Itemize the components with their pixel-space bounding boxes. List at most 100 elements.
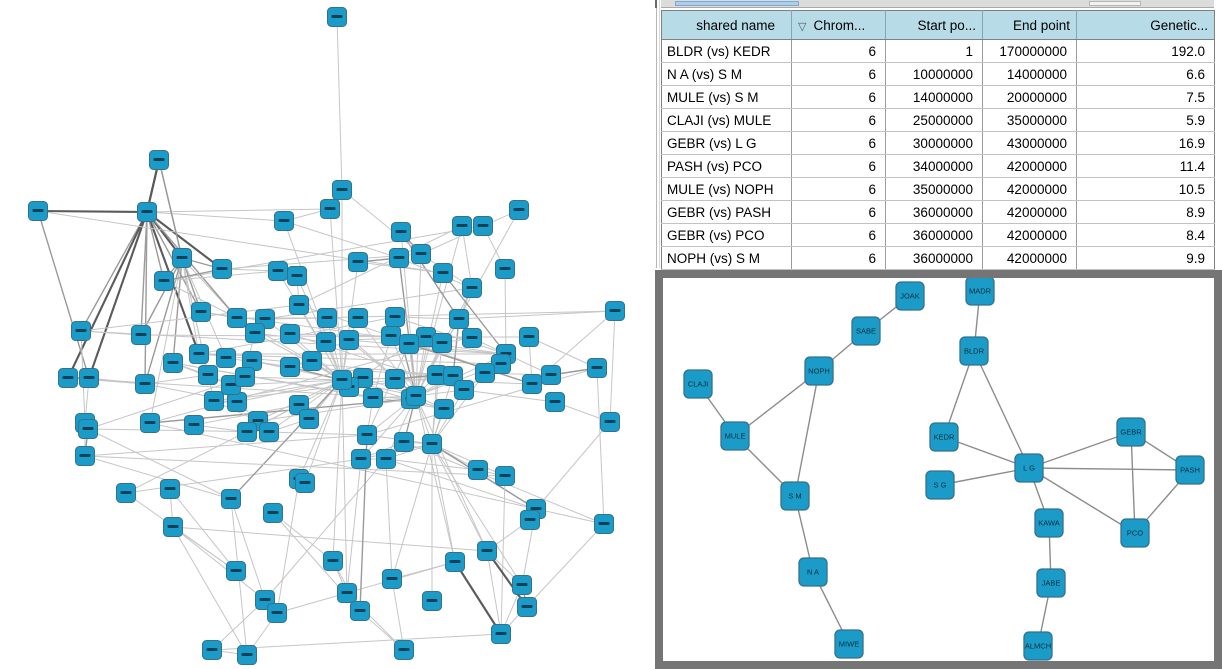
table-row[interactable]: PASH (vs) PCO 6 34000000 42000000 11.4 — [661, 154, 1215, 178]
cell-shared-name: MULE (vs) S M — [661, 85, 792, 109]
network-node-gebr[interactable] — [1116, 417, 1146, 447]
network-node-joak[interactable] — [895, 281, 925, 311]
network-edge — [385, 458, 537, 510]
network-node-lg[interactable] — [1014, 453, 1044, 483]
network-edge — [236, 379, 343, 403]
network-node-madr[interactable] — [965, 278, 995, 306]
network-edge — [272, 512, 334, 562]
network-node-bldr[interactable] — [959, 336, 989, 366]
network-edge — [454, 561, 502, 635]
network-edge — [336, 16, 343, 191]
cell-value: 5.9 — [1076, 108, 1215, 132]
network-node-claji[interactable] — [683, 369, 713, 399]
cell-value: 6 — [791, 177, 886, 201]
node-label: ALMCH — [1025, 642, 1051, 651]
node-label-smudge — [202, 373, 214, 376]
network-edge — [357, 317, 417, 397]
node-label-smudge — [82, 427, 94, 430]
node-label-smudge — [241, 653, 253, 656]
node-label-smudge — [75, 329, 87, 332]
node-label-smudge — [135, 333, 147, 336]
network-edge — [193, 404, 300, 426]
scrollbar-thumb-gray[interactable] — [1089, 1, 1141, 6]
edge-attribute-table-panel: shared name ▽ Chrom... Start po... End point… — [661, 10, 1215, 270]
cell-value: 6.6 — [1076, 62, 1215, 86]
cell-value: 9.9 — [1076, 246, 1215, 270]
node-label-smudge — [306, 359, 318, 362]
node-label-smudge — [167, 525, 179, 528]
network-node-sm[interactable] — [780, 481, 810, 511]
network-edge — [504, 268, 507, 355]
network-node-noph[interactable] — [804, 356, 834, 386]
node-label: MULE — [725, 432, 746, 441]
table-row[interactable]: GEBR (vs) L G 6 30000000 43000000 16.9 — [661, 131, 1215, 155]
table-row[interactable]: N A (vs) S M 6 10000000 14000000 6.6 — [661, 62, 1215, 86]
node-label-smudge — [591, 366, 603, 369]
node-label-smudge — [545, 373, 557, 376]
node-label: GEBR — [1120, 428, 1142, 437]
table-row[interactable]: GEBR (vs) PCO 6 36000000 42000000 8.4 — [661, 223, 1215, 247]
node-label-smudge — [598, 522, 610, 525]
node-label-smudge — [249, 331, 261, 334]
node-label-smudge — [225, 497, 237, 500]
network-node-kawa[interactable] — [1034, 508, 1064, 538]
node-label-smudge — [259, 598, 271, 601]
table-row[interactable]: NOPH (vs) S M 6 36000000 42000000 9.9 — [661, 246, 1215, 270]
network-edge — [1028, 467, 1191, 471]
node-label-smudge — [477, 224, 489, 227]
node-label-smudge — [239, 375, 251, 378]
scrollbar-thumb-blue[interactable] — [675, 1, 799, 6]
network-edge — [264, 317, 328, 320]
cell-shared-name: NOPH (vs) S M — [661, 246, 792, 270]
table-row[interactable]: GEBR (vs) PASH 6 36000000 42000000 8.9 — [661, 200, 1215, 224]
scrollbar-corner-tick — [655, 0, 657, 8]
network-edge — [341, 189, 422, 255]
network-edge — [149, 257, 183, 424]
network-edge — [146, 211, 223, 270]
network-edge — [394, 316, 460, 320]
network-edge — [276, 478, 300, 614]
node-label: MIWE — [839, 640, 859, 649]
column-header-genetic[interactable]: Genetic... — [1076, 10, 1215, 40]
column-header-sharedname[interactable]: shared name — [661, 10, 792, 40]
node-label-smudge — [291, 274, 303, 277]
column-header-chrom[interactable]: ▽ Chrom... — [791, 10, 886, 40]
node-label-smudge — [79, 454, 91, 457]
cell-value: 35000000 — [885, 177, 983, 201]
table-header-row: shared name ▽ Chrom... Start po... End point… — [661, 10, 1215, 40]
network-node-sg[interactable] — [925, 470, 955, 500]
node-label-smudge — [385, 334, 397, 337]
table-row[interactable]: BLDR (vs) KEDR 6 1 170000000 192.0 — [661, 39, 1215, 63]
network-edge — [415, 395, 456, 563]
network-node-kedr[interactable] — [929, 422, 959, 452]
cell-value: 10.5 — [1076, 177, 1215, 201]
network-node-jabe[interactable] — [1036, 568, 1066, 598]
column-header-endpoint[interactable]: End point — [982, 10, 1077, 40]
node-label-smudge — [516, 583, 528, 586]
large-network-canvas[interactable] — [0, 0, 655, 669]
network-edge — [172, 526, 488, 552]
network-node-sabe[interactable] — [851, 316, 881, 346]
filter-icon[interactable]: ▽ — [798, 20, 807, 33]
network-edge — [84, 455, 232, 500]
node-label-smudge — [472, 468, 484, 471]
node-label-smudge — [336, 188, 348, 191]
network-node-pco[interactable] — [1120, 518, 1150, 548]
column-header-startpo[interactable]: Start po... — [885, 10, 983, 40]
small-network-canvas[interactable]: JOAK MADR SABE BLDR NOPH CLAJI KEDR GEBR MULE L G… — [663, 278, 1214, 661]
network-node-almch[interactable] — [1023, 631, 1053, 661]
network-node-na[interactable] — [798, 557, 828, 587]
node-label: CLAJI — [688, 380, 708, 389]
network-node-mule[interactable] — [720, 421, 750, 451]
table-row[interactable]: MULE (vs) NOPH 6 35000000 42000000 10.5 — [661, 177, 1215, 201]
table-horizontal-scrollbar[interactable] — [661, 0, 1214, 8]
network-edge — [283, 220, 400, 259]
network-node-miwe[interactable] — [834, 629, 864, 659]
network-edge — [408, 343, 533, 385]
network-edge — [415, 225, 463, 397]
node-label-smudge — [395, 230, 407, 233]
node-label-smudge — [341, 591, 353, 594]
network-node-pash[interactable] — [1175, 455, 1205, 485]
table-row[interactable]: CLAJI (vs) MULE 6 25000000 35000000 5.9 — [661, 108, 1215, 132]
table-row[interactable]: MULE (vs) S M 6 14000000 20000000 7.5 — [661, 85, 1215, 109]
